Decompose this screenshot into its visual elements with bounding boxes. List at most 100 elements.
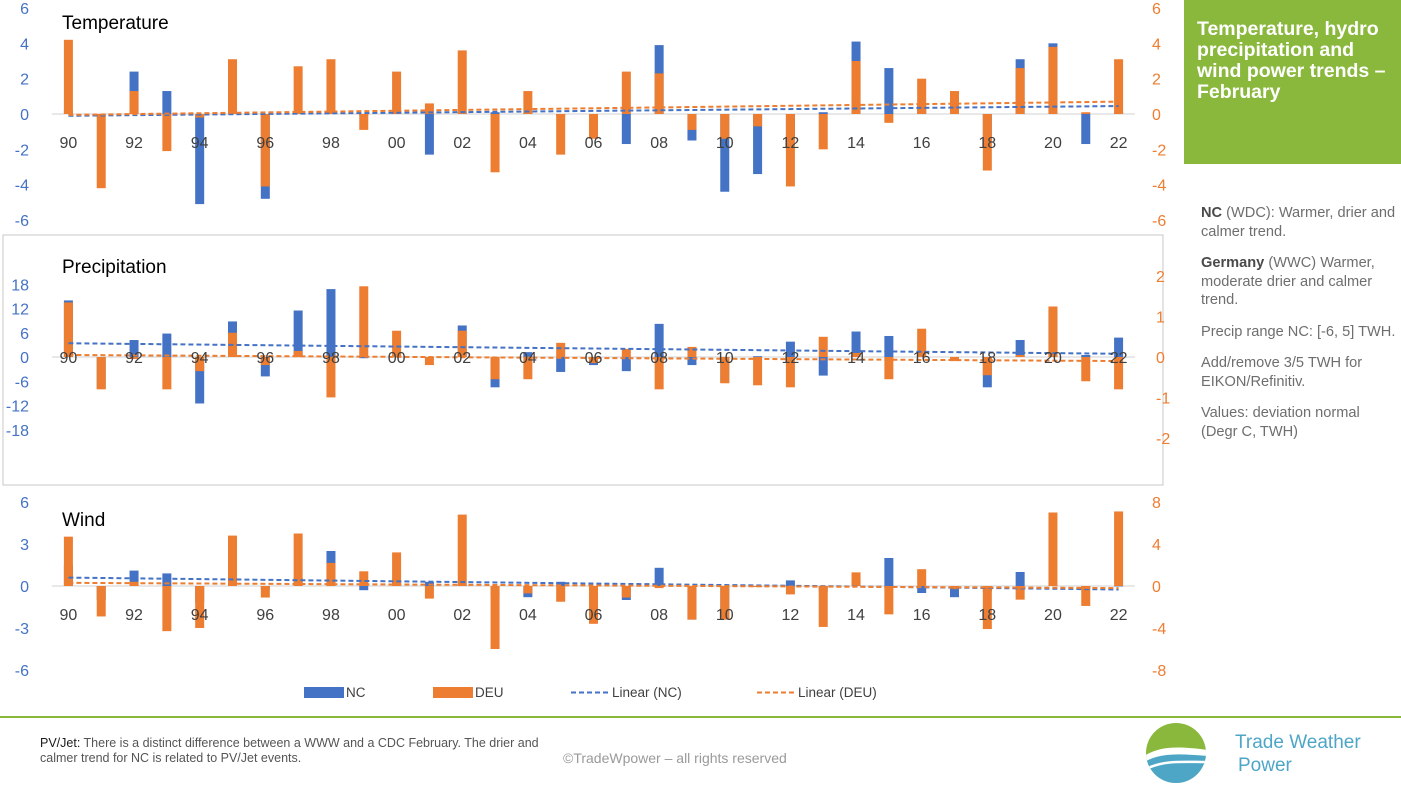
temp-x-tick-label: 98 [322,135,340,152]
precip-bar-nc [687,357,697,366]
temp-bar-deu [1114,59,1124,114]
wind-bar-deu [917,569,927,586]
pvjet-note: PV/Jet: There is a distinct difference b… [40,736,560,766]
temp-title-bg [54,8,184,35]
temp-bar-deu [129,91,139,114]
temp-left-tick-label: 4 [20,36,29,53]
wind-bar-deu [950,586,959,590]
precip-x-tick-label: 14 [847,350,865,367]
temp-x-tick-label: 10 [716,135,734,152]
temp-bar-deu [654,73,664,114]
precip-x-tick-label: 94 [191,350,209,367]
wind-bar-deu [1015,586,1025,600]
temp-x-tick-label: 00 [388,135,406,152]
wind-bar-deu [687,586,697,620]
wind-bar-deu [96,586,106,617]
precip-left-tick-label: 18 [11,277,29,294]
precip-bar-deu [884,357,894,380]
precip-left-tick-label: 6 [20,326,29,343]
precip-bar-deu [589,357,598,364]
temp-x-tick-label: 90 [60,135,78,152]
precip-x-tick-label: 00 [388,350,406,367]
precip-x-tick-label: 20 [1044,350,1062,367]
wind-bar-deu [1081,586,1091,606]
temp-right-tick-label: -2 [1152,142,1166,159]
temp-bar-deu [720,114,730,139]
precip-bar-deu [457,330,467,357]
brand-line-2: Power [1238,755,1292,776]
precip-bar-deu [621,348,631,357]
temp-right-tick-label: -4 [1152,178,1166,195]
temp-bar-deu [326,59,336,114]
wind-bar-deu [260,586,270,598]
temp-bar-deu [917,78,927,114]
precip-bar-deu [654,357,664,390]
precip-x-tick-label: 06 [585,350,603,367]
precip-x-tick-label: 02 [453,350,471,367]
precip-bar-nc [162,333,172,357]
wind-x-tick-label: 16 [913,607,931,624]
legend-swatch-0 [304,687,344,698]
temp-bar-deu [950,91,959,114]
precip-x-tick-label: 08 [650,350,668,367]
temp-x-tick-label: 20 [1044,135,1062,152]
temp-x-tick-label: 08 [650,135,668,152]
precip-bar-nc [1114,337,1124,357]
precip-x-tick-label: 12 [782,350,800,367]
trade-weather-power-logo [1146,723,1206,783]
temp-x-tick-label: 92 [125,135,143,152]
temp-trend-nc [68,105,1119,117]
wind-bar-nc [359,586,369,591]
precip-bar-deu [162,357,172,390]
temp-right-tick-label: 0 [1152,107,1161,124]
precip-x-tick-label: 04 [519,350,537,367]
wind-bar-deu [884,586,894,615]
legend-label-1: DEU [475,685,504,700]
legend-label-2: Linear (NC) [612,685,682,700]
precip-left-tick-label: -18 [6,423,29,440]
temp-x-tick-label: 18 [978,135,996,152]
precip-bar-nc [785,341,795,357]
brand-name: Trade Weather Power [1235,731,1361,777]
temp-left-tick-label: -2 [15,142,29,159]
temp-bar-deu [785,114,795,187]
sidebar-notes: NC (WDC): Warmer, drier and calmer trend… [1201,204,1396,454]
temp-bar-deu [818,114,828,150]
precip-right-tick-label: 1 [1156,310,1165,327]
note-germany: Germany (WWC) Warmer, moderate drier and… [1201,254,1396,310]
temp-bar-deu [884,114,894,123]
wind-bar-deu [326,562,336,586]
temp-bar-deu [392,71,402,114]
precip-bar-deu [523,357,533,380]
pvjet-label: PV/Jet: [40,736,81,750]
wind-x-tick-label: 12 [782,607,800,624]
temp-bar-nc [195,114,205,205]
temp-bar-nc [884,68,894,114]
precip-bar-deu [96,357,106,390]
precip-chart-title: Precipitation [62,257,167,278]
temp-bar-nc [1081,114,1091,145]
temp-bar-deu [982,114,992,171]
temp-x-tick-label: 04 [519,135,537,152]
precip-bar-nc [818,357,828,376]
wind-bar-deu [162,586,172,632]
legend-label-0: NC [346,685,366,700]
wind-bar-deu [785,586,795,595]
wind-x-tick-label: 00 [388,607,406,624]
temp-bar-deu [162,114,172,152]
precip-bar-nc [1081,354,1091,357]
precip-bar-nc [851,331,861,357]
temp-bar-nc [162,91,172,114]
precip-bar-deu [63,302,73,357]
temp-chart-title: Temperature [62,13,169,34]
temp-bar-deu [96,114,106,189]
temp-bar-deu [621,71,631,114]
wind-bar-deu [195,586,205,628]
wind-bar-nc [785,580,795,586]
precip-right-tick-label: 2 [1156,269,1165,286]
precip-bar-deu [1081,357,1091,382]
wind-bar-deu [228,535,237,586]
wind-bar-deu [490,586,500,649]
precip-bar-deu [490,357,500,380]
precip-bar-deu [950,357,959,362]
